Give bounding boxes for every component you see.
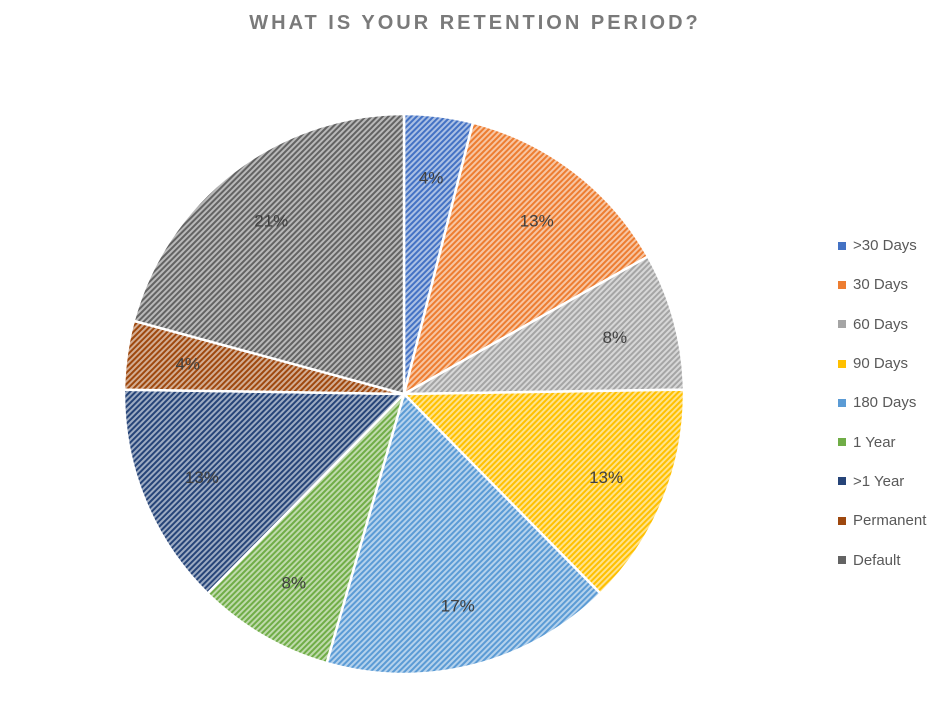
legend-label: 30 Days bbox=[853, 276, 909, 294]
legend-item: 60 Days bbox=[838, 305, 948, 344]
legend-swatch bbox=[838, 516, 846, 525]
legend-swatch bbox=[838, 398, 846, 407]
slice-data-label: 21% bbox=[254, 212, 288, 231]
legend-label: 1 Year bbox=[853, 433, 896, 451]
pie-slice-4 bbox=[401, 388, 686, 596]
legend-item: 90 Days bbox=[838, 344, 948, 383]
legend-label: >1 Year bbox=[853, 472, 905, 490]
legend-item: >30 Days bbox=[838, 226, 948, 265]
slice-data-label: 13% bbox=[520, 212, 554, 231]
pie-slices bbox=[122, 112, 686, 676]
pie-slice-3 bbox=[403, 254, 686, 396]
legend-swatch bbox=[838, 280, 846, 289]
legend-item: Default bbox=[838, 540, 948, 579]
chart-legend: >30 Days 30 Days 60 Days 90 Days 180 Days 1 Y… bbox=[838, 226, 948, 580]
pie-slice-6 bbox=[205, 393, 406, 665]
legend-item: Permanent bbox=[838, 501, 948, 540]
legend-item: 30 Days bbox=[838, 265, 948, 304]
pie-slice-2 bbox=[402, 121, 650, 397]
legend-swatch bbox=[838, 477, 846, 486]
legend-swatch bbox=[838, 241, 846, 250]
legend-label: >30 Days bbox=[853, 237, 917, 255]
slice-data-label: 8% bbox=[603, 328, 628, 347]
legend-swatch bbox=[838, 556, 846, 565]
legend-swatch bbox=[838, 438, 846, 447]
slice-data-label: 13% bbox=[185, 468, 219, 487]
legend-swatch bbox=[838, 359, 846, 368]
slice-data-label: 8% bbox=[282, 574, 307, 593]
pie-slice-9 bbox=[132, 112, 406, 396]
legend-label: 60 Days bbox=[853, 315, 909, 333]
slice-data-label: 13% bbox=[589, 468, 623, 487]
legend-label: Default bbox=[853, 551, 901, 569]
legend-label: 90 Days bbox=[853, 355, 909, 373]
pie-slice-7 bbox=[122, 388, 407, 596]
pie-data-labels: 4% 13% 8% 13% 17% 8% 13% 4% 21% bbox=[175, 168, 627, 615]
slice-data-label: 17% bbox=[441, 597, 475, 616]
slice-data-label: 4% bbox=[419, 168, 444, 187]
legend-label: 180 Days bbox=[853, 394, 917, 412]
legend-item: 180 Days bbox=[838, 383, 948, 422]
slice-data-label: 4% bbox=[175, 355, 200, 374]
chart-title: WHAT IS YOUR RETENTION PERIOD? bbox=[249, 12, 701, 34]
legend-label: Permanent bbox=[853, 512, 927, 530]
pie-slice-5 bbox=[325, 391, 603, 676]
legend-item: 1 Year bbox=[838, 422, 948, 461]
legend-swatch bbox=[838, 320, 846, 329]
legend-item: >1 Year bbox=[838, 462, 948, 501]
